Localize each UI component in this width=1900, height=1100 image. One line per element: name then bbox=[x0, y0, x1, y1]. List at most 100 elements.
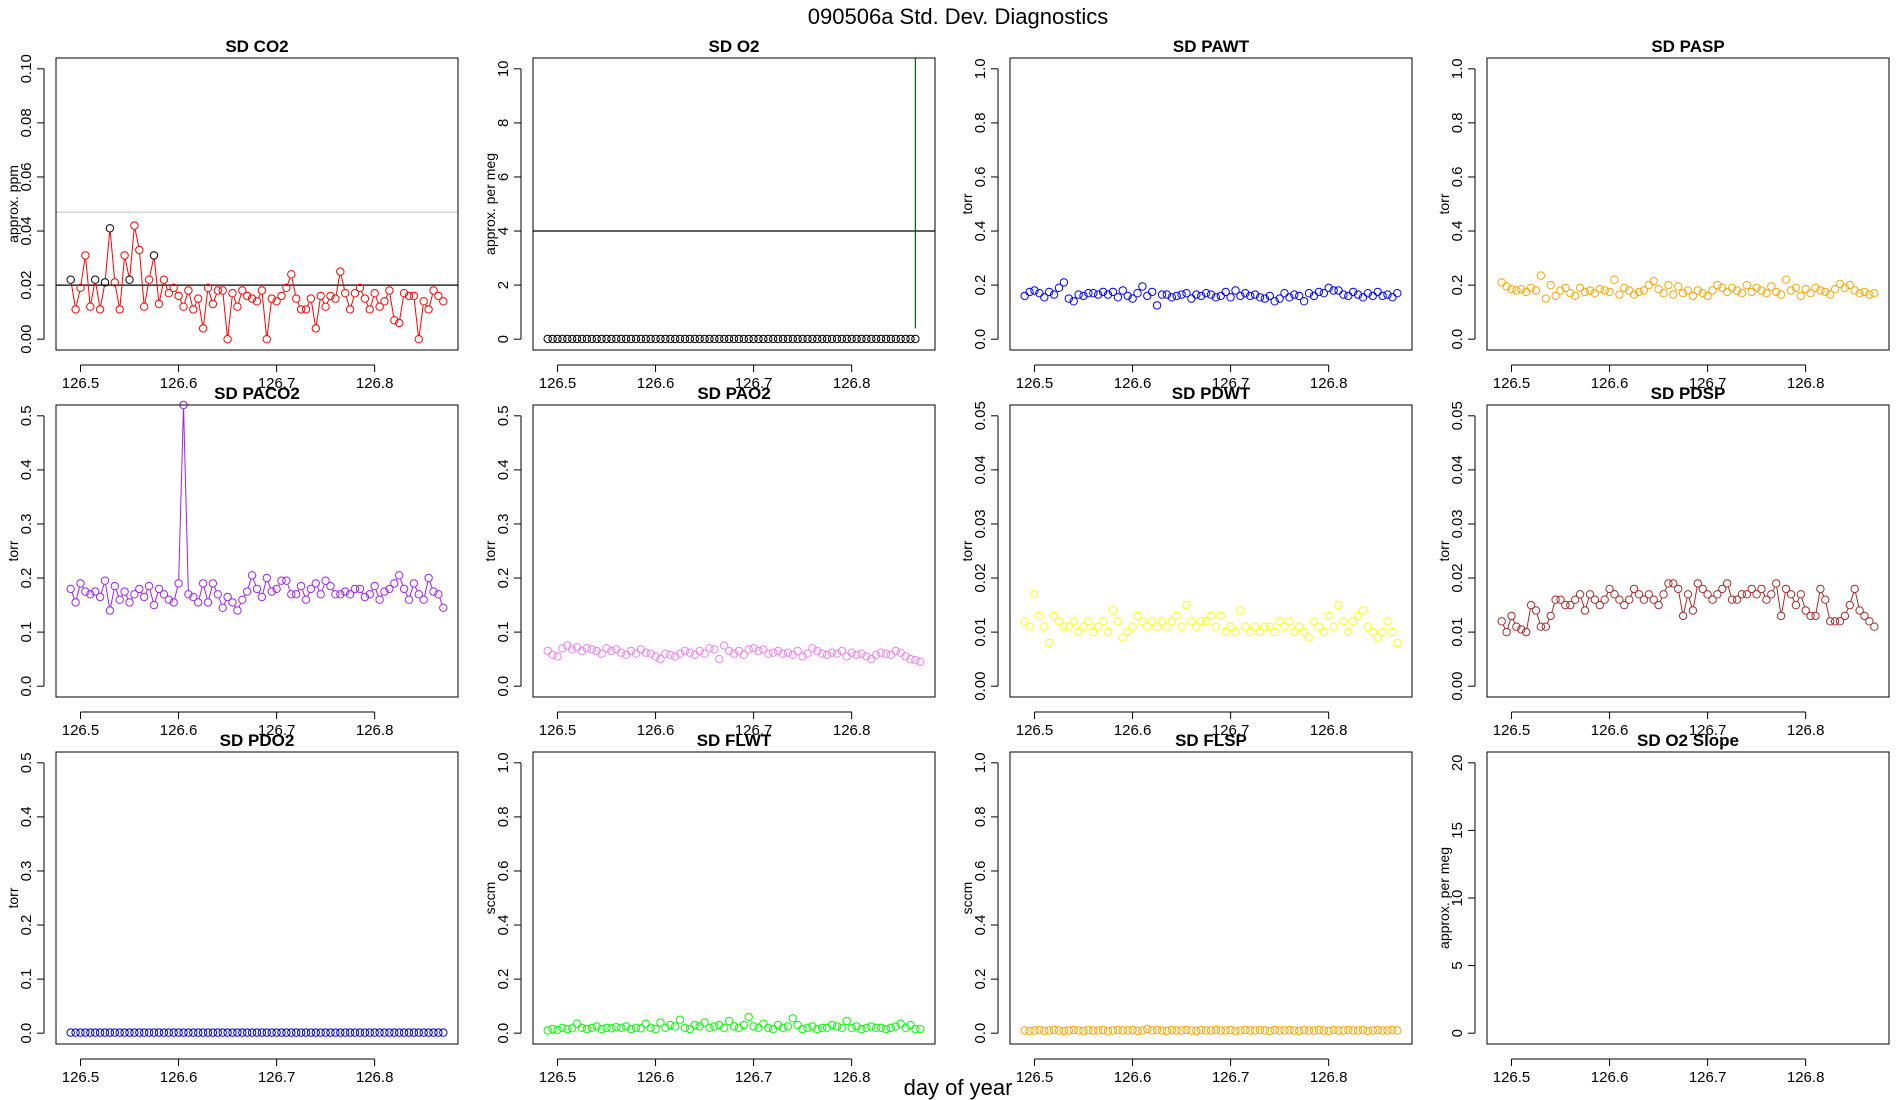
panel-title: SD O2 bbox=[708, 37, 759, 56]
x-tick-label: 126.6 bbox=[160, 375, 198, 392]
y-tick-label: 0.2 bbox=[495, 568, 512, 589]
data-point bbox=[1103, 627, 1113, 637]
data-point bbox=[395, 318, 404, 328]
data-point bbox=[1143, 291, 1152, 301]
y-tick-label: 0.0 bbox=[495, 1023, 512, 1044]
data-point bbox=[1659, 289, 1668, 298]
y-tick-label: 4 bbox=[495, 227, 512, 235]
data-point bbox=[813, 334, 822, 344]
data-point bbox=[233, 302, 242, 311]
data-point bbox=[1531, 286, 1541, 295]
data-point bbox=[1600, 286, 1609, 295]
data-point bbox=[149, 251, 159, 260]
data-point bbox=[1030, 1026, 1039, 1035]
data-point bbox=[110, 581, 120, 591]
y-tick-label: 0.0 bbox=[972, 1023, 989, 1044]
data-point bbox=[705, 644, 714, 653]
data-point bbox=[140, 302, 149, 311]
series-line bbox=[1502, 586, 1860, 629]
data-point bbox=[1349, 287, 1358, 297]
data-point bbox=[739, 334, 748, 344]
data-point bbox=[1084, 1025, 1093, 1035]
data-point bbox=[636, 334, 646, 344]
data-point bbox=[671, 1022, 680, 1031]
data-point bbox=[341, 289, 350, 298]
y-tick-label: 0.02 bbox=[18, 271, 35, 300]
data-point bbox=[135, 1028, 144, 1037]
data-point bbox=[572, 1019, 582, 1028]
data-point bbox=[404, 595, 414, 604]
data-point bbox=[813, 646, 822, 656]
data-point bbox=[602, 1023, 611, 1033]
data-point bbox=[159, 275, 169, 284]
data-point bbox=[1040, 622, 1049, 631]
data-point bbox=[749, 334, 758, 344]
y-tick-label: 20 bbox=[1449, 754, 1466, 771]
data-point bbox=[886, 650, 896, 659]
data-point bbox=[568, 645, 577, 654]
data-point bbox=[86, 590, 95, 599]
y-tick-label: 0.2 bbox=[972, 969, 989, 990]
data-point bbox=[1393, 638, 1402, 648]
data-point bbox=[1250, 1026, 1260, 1035]
data-point bbox=[1811, 611, 1820, 621]
data-point bbox=[1025, 1026, 1034, 1036]
data-point bbox=[76, 1028, 85, 1037]
data-point bbox=[1349, 1026, 1358, 1035]
data-point bbox=[661, 1023, 670, 1033]
data-point bbox=[140, 1028, 149, 1037]
y-axis-label: torr bbox=[1436, 540, 1452, 561]
data-point bbox=[409, 579, 419, 588]
data-point bbox=[1571, 595, 1580, 604]
data-point bbox=[267, 1028, 276, 1037]
y-tick-label: 0.3 bbox=[495, 514, 512, 535]
data-point bbox=[1334, 286, 1343, 295]
data-point bbox=[434, 291, 443, 301]
data-point bbox=[1344, 627, 1353, 637]
data-point bbox=[558, 334, 567, 344]
data-point bbox=[690, 650, 699, 659]
y-tick-label: 0.4 bbox=[495, 459, 512, 480]
y-tick-label: 0.0 bbox=[18, 676, 35, 697]
data-point bbox=[1069, 617, 1078, 626]
x-tick-label: 126.8 bbox=[1310, 722, 1348, 739]
data-point bbox=[1830, 285, 1840, 294]
data-point bbox=[1192, 622, 1201, 631]
data-point bbox=[617, 334, 626, 344]
data-point bbox=[1678, 611, 1688, 621]
data-point bbox=[1157, 1026, 1167, 1035]
figure-title: 090506a Std. Dev. Diagnostics bbox=[808, 4, 1108, 29]
data-point bbox=[1314, 1025, 1324, 1035]
data-point bbox=[769, 1024, 778, 1034]
y-tick-label: 0.2 bbox=[18, 915, 35, 936]
data-point bbox=[110, 278, 120, 287]
data-point bbox=[1713, 590, 1722, 599]
data-point bbox=[66, 584, 75, 594]
data-point bbox=[577, 646, 587, 656]
data-point bbox=[203, 283, 213, 292]
data-point bbox=[1157, 617, 1167, 626]
data-point bbox=[345, 305, 355, 314]
y-axis-label: torr bbox=[1436, 193, 1452, 214]
y-tick-label: 0.8 bbox=[495, 806, 512, 827]
data-point bbox=[1040, 293, 1049, 302]
data-point bbox=[1123, 1026, 1132, 1035]
data-point bbox=[764, 1023, 773, 1033]
data-point bbox=[759, 334, 768, 344]
data-point bbox=[1054, 1026, 1064, 1035]
data-point bbox=[734, 1023, 744, 1033]
data-point bbox=[607, 1024, 616, 1033]
data-point bbox=[370, 1028, 379, 1037]
data-point bbox=[404, 291, 414, 301]
data-point bbox=[759, 1019, 768, 1028]
data-point bbox=[370, 289, 379, 298]
data-point bbox=[1865, 290, 1874, 299]
y-tick-label: 0.03 bbox=[1449, 509, 1466, 538]
data-point bbox=[1762, 595, 1771, 604]
data-point bbox=[1226, 622, 1235, 631]
data-point bbox=[350, 289, 360, 298]
data-point bbox=[710, 1022, 719, 1031]
data-point bbox=[341, 587, 350, 596]
data-point bbox=[798, 334, 807, 344]
data-point bbox=[395, 1028, 404, 1037]
